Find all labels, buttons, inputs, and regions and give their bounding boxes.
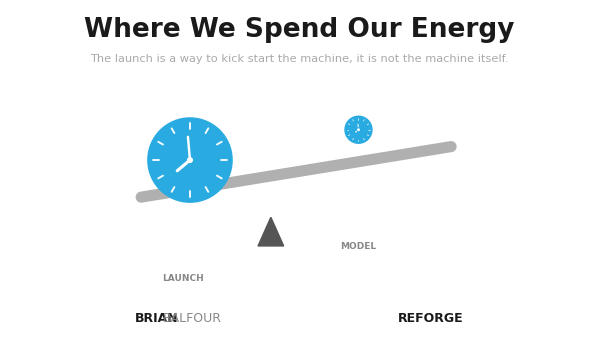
Text: Where We Spend Our Energy: Where We Spend Our Energy [84,17,515,43]
Text: REFORGE: REFORGE [398,312,464,325]
Text: BRIAN: BRIAN [135,312,179,325]
Text: BALFOUR: BALFOUR [163,312,222,325]
Text: MODEL: MODEL [340,242,377,250]
Circle shape [148,118,232,202]
Text: LAUNCH: LAUNCH [162,274,204,282]
Circle shape [187,158,192,162]
Polygon shape [258,217,284,246]
Text: The launch is a way to kick start the machine, it is not the machine itself.: The launch is a way to kick start the ma… [90,54,509,64]
Circle shape [345,116,372,143]
Circle shape [358,129,359,130]
